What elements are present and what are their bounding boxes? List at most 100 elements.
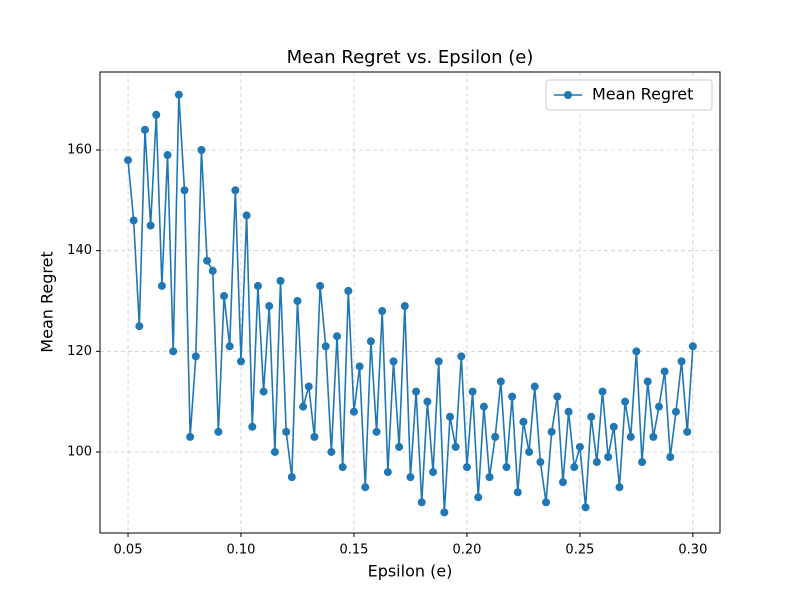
point xyxy=(677,357,686,366)
point xyxy=(186,432,195,441)
point xyxy=(485,473,494,482)
point xyxy=(609,422,618,431)
point xyxy=(643,377,652,386)
point xyxy=(259,387,268,396)
series-line xyxy=(127,94,694,513)
point xyxy=(203,256,212,265)
point xyxy=(445,412,454,421)
point xyxy=(174,90,183,99)
legend-marker xyxy=(564,91,572,99)
point xyxy=(152,110,161,119)
point xyxy=(124,156,133,165)
point xyxy=(479,402,488,411)
point xyxy=(536,458,545,467)
point xyxy=(338,463,347,472)
point xyxy=(389,357,398,366)
point xyxy=(564,407,573,416)
x-tick-label: 0.05 xyxy=(114,543,143,558)
point xyxy=(146,221,155,230)
x-tick-label: 0.25 xyxy=(565,543,594,558)
x-tick-label: 0.20 xyxy=(452,543,481,558)
point xyxy=(434,357,443,366)
point xyxy=(248,422,257,431)
point xyxy=(169,347,178,356)
point xyxy=(513,488,522,497)
point xyxy=(316,281,325,290)
point xyxy=(321,342,330,351)
point xyxy=(502,463,511,472)
point xyxy=(671,407,680,416)
point xyxy=(558,478,567,487)
point xyxy=(406,473,415,482)
point xyxy=(163,151,172,160)
chart-title: Mean Regret vs. Epsilon (e) xyxy=(287,47,534,68)
point xyxy=(423,397,432,406)
point xyxy=(208,266,217,275)
point xyxy=(654,402,663,411)
point xyxy=(378,307,387,316)
point xyxy=(253,281,262,290)
point xyxy=(349,407,358,416)
point xyxy=(496,377,505,386)
point xyxy=(270,447,279,456)
point xyxy=(683,427,692,436)
y-axis-label: Mean Regret xyxy=(38,251,57,352)
point xyxy=(491,432,500,441)
point xyxy=(604,453,613,462)
point xyxy=(293,296,302,305)
point xyxy=(519,417,528,426)
point xyxy=(355,362,364,371)
point xyxy=(451,442,460,451)
x-tick-label: 0.10 xyxy=(227,543,256,558)
point xyxy=(587,412,596,421)
y-tick-label: 160 xyxy=(67,143,92,158)
point xyxy=(231,186,240,195)
point xyxy=(299,402,308,411)
point xyxy=(400,302,409,311)
y-tick-label: 140 xyxy=(67,243,92,258)
x-tick-label: 0.30 xyxy=(678,543,707,558)
point xyxy=(440,508,449,517)
x-tick-label: 0.15 xyxy=(339,543,368,558)
point xyxy=(395,442,404,451)
point xyxy=(412,387,421,396)
point xyxy=(688,342,697,351)
point xyxy=(660,367,669,376)
point xyxy=(344,286,353,295)
point xyxy=(242,211,251,220)
point xyxy=(626,432,635,441)
point xyxy=(191,352,200,361)
y-tick-label: 100 xyxy=(67,444,92,459)
point xyxy=(276,276,285,285)
point xyxy=(592,458,601,467)
point xyxy=(525,447,534,456)
point xyxy=(457,352,466,361)
point xyxy=(666,453,675,462)
point xyxy=(575,442,584,451)
point xyxy=(265,302,274,311)
point xyxy=(129,216,138,225)
point xyxy=(366,337,375,346)
point xyxy=(327,447,336,456)
point xyxy=(468,387,477,396)
point xyxy=(135,322,144,331)
point xyxy=(417,498,426,507)
point xyxy=(383,468,392,477)
point xyxy=(287,473,296,482)
point xyxy=(547,427,556,436)
point xyxy=(220,291,229,300)
point xyxy=(462,463,471,472)
point xyxy=(372,427,381,436)
point xyxy=(615,483,624,492)
point xyxy=(140,125,149,134)
x-axis-label: Epsilon (e) xyxy=(368,562,453,581)
point xyxy=(333,332,342,341)
point xyxy=(225,342,234,351)
point xyxy=(429,468,438,477)
plot-frame xyxy=(99,71,721,534)
point xyxy=(282,427,291,436)
point xyxy=(214,427,223,436)
point xyxy=(542,498,551,507)
legend-box xyxy=(545,79,713,111)
